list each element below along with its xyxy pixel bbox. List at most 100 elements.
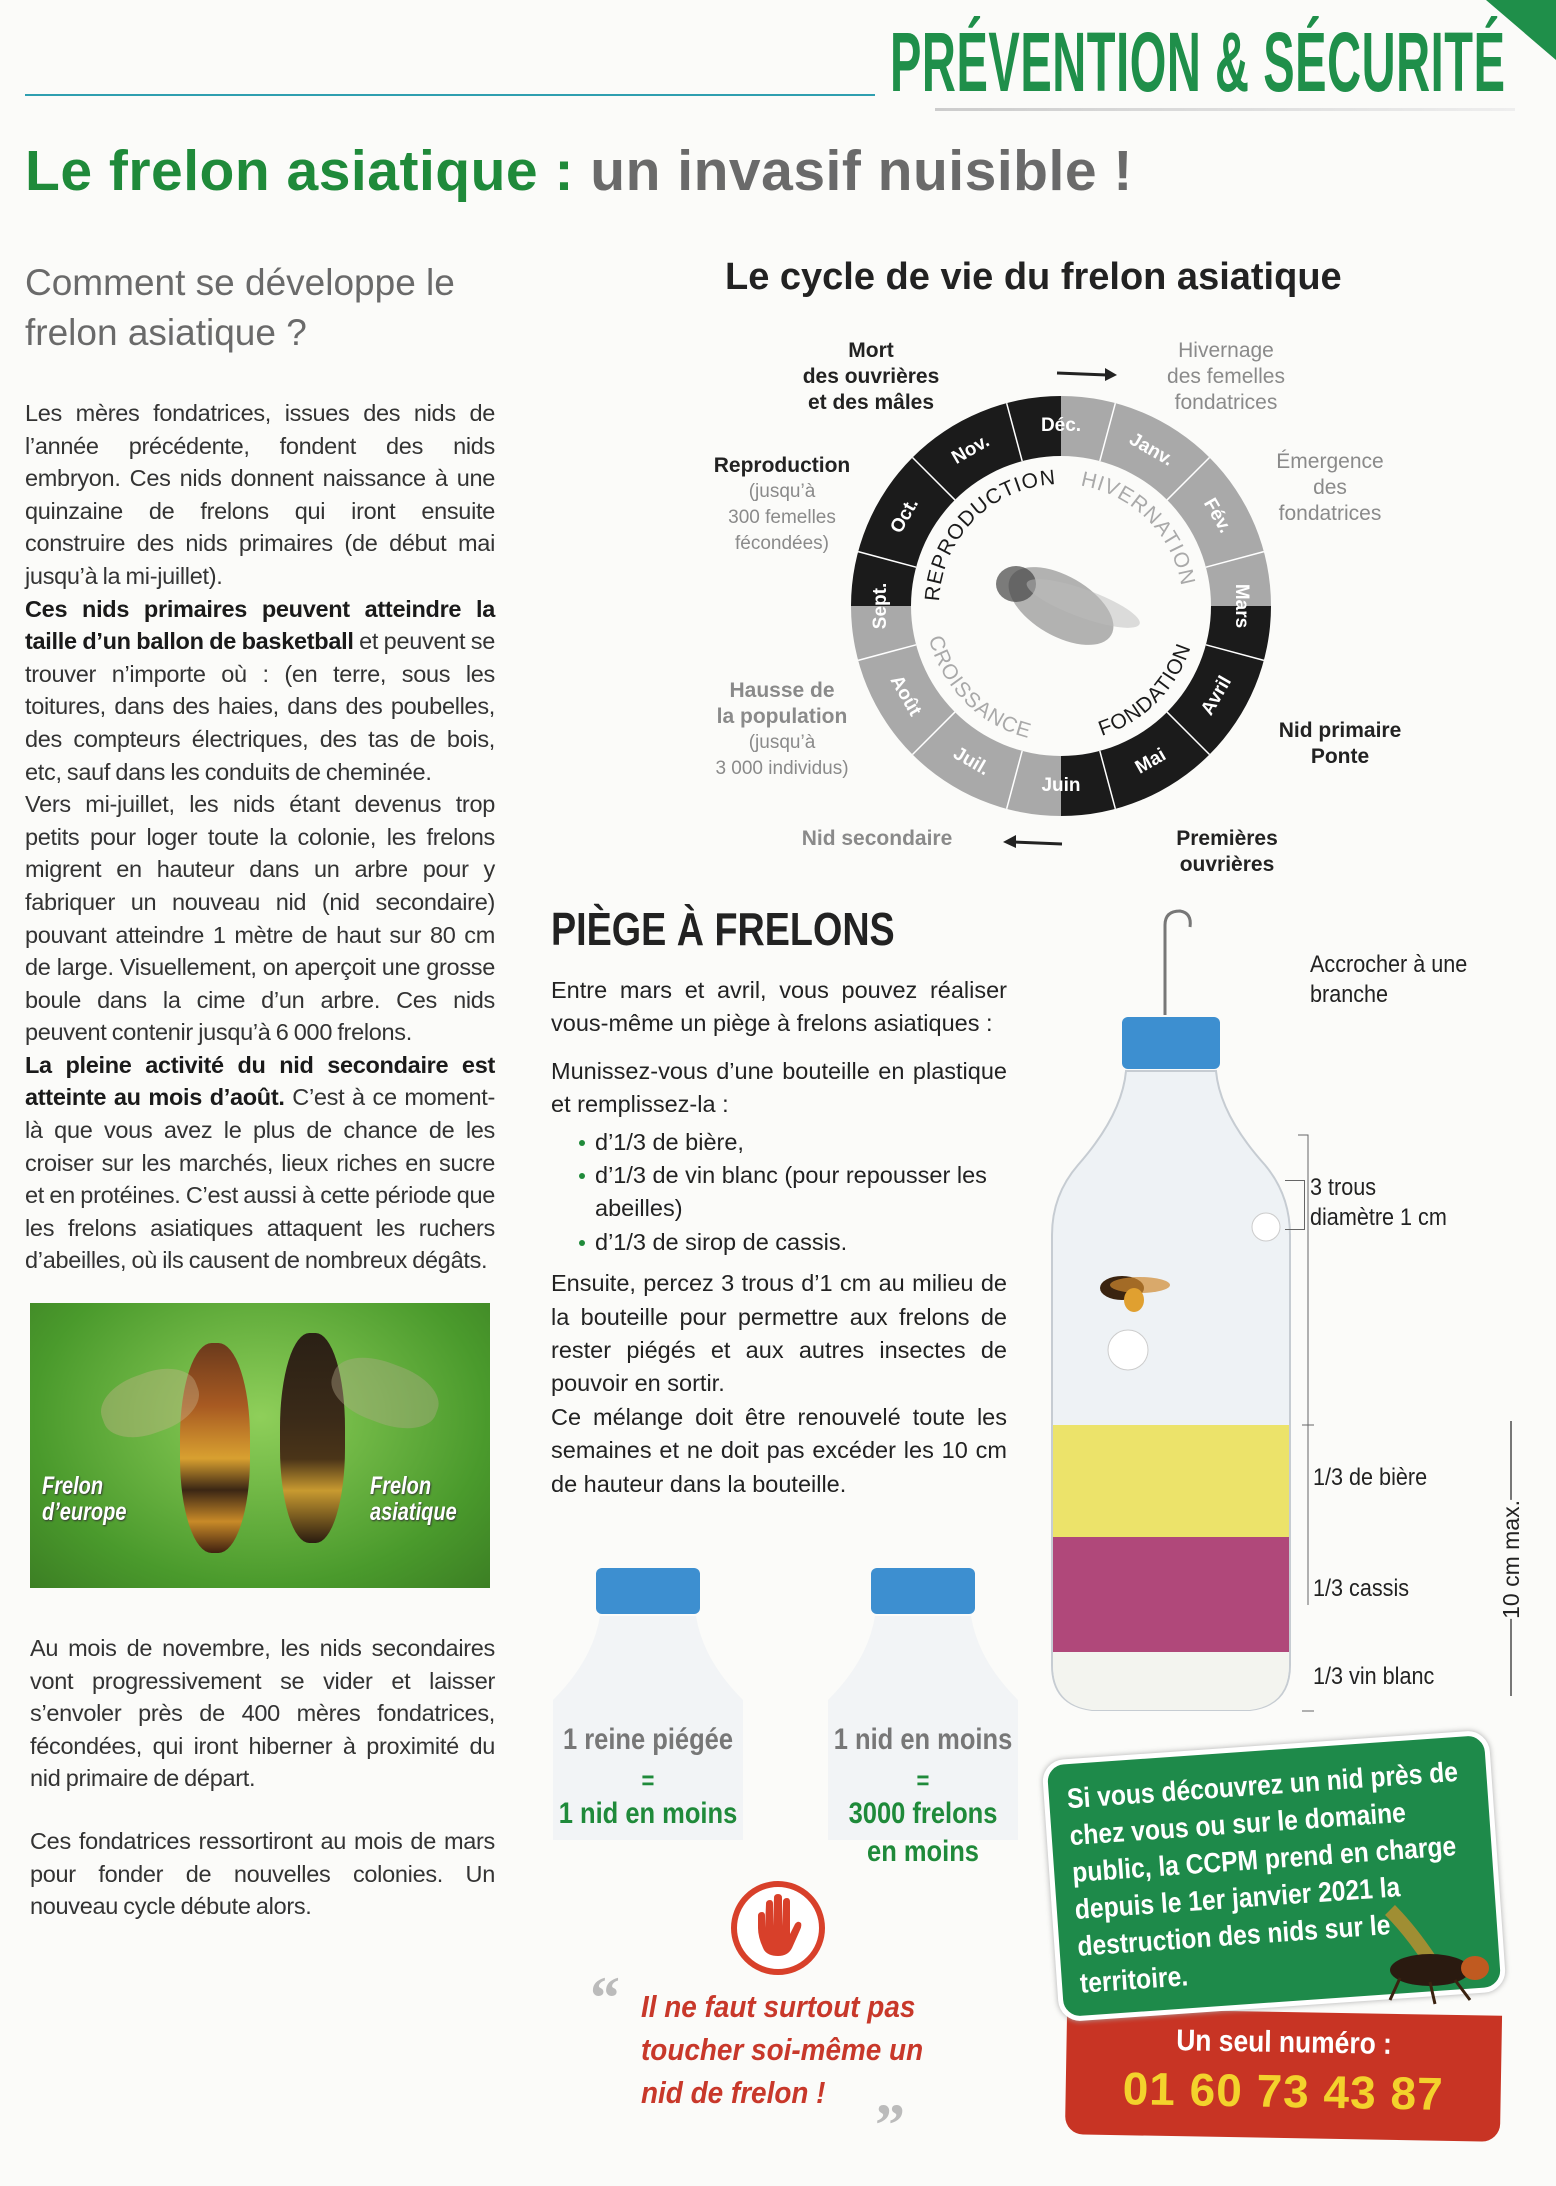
- small-bottle-left: [553, 1568, 743, 1840]
- phone-box: Un seul numéro : 01 60 73 43 87: [1064, 2008, 1503, 2142]
- month-label: Déc.: [1041, 415, 1081, 436]
- arrow-left-icon: [1003, 835, 1063, 848]
- label-max-height: 10 cm max.: [1497, 1500, 1525, 1619]
- month-label: Mars: [1231, 584, 1252, 628]
- bottle-caption-bottom: en moins: [867, 1835, 979, 1868]
- beer-layer: [1053, 1425, 1289, 1537]
- label-nid-secondaire: Nid secondaire: [801, 827, 953, 850]
- title-underline: [935, 108, 1515, 111]
- paragraph: La pleine activité du nid secondaire est…: [25, 1049, 495, 1277]
- wine-layer: [1053, 1652, 1289, 1710]
- quadrant-reproduction: [851, 396, 1061, 606]
- label-hivernage: Hivernage des femelles fondatrices: [1167, 339, 1285, 414]
- bold-text: Ces nids primaires peuvent atteindre la …: [25, 595, 495, 655]
- month-divider: [911, 711, 956, 756]
- trap-intro: Entre mars et avril, vous pouvez réalise…: [551, 977, 1007, 1037]
- quadrant-croissance: [851, 606, 1061, 816]
- label-nid-primaire: Nid primaire Ponte: [1278, 719, 1402, 768]
- list-item: d’1/3 de sirop de cassis.: [579, 1226, 1007, 1259]
- list-item: d’1/3 de vin blanc (pour repousser les a…: [579, 1159, 1007, 1226]
- label-beer: 1/3 de bière: [1313, 1464, 1428, 1491]
- cycle-title: Le cycle de vie du frelon asiatique: [725, 256, 1342, 298]
- quote-close-icon: ”: [875, 2092, 905, 2158]
- bottle-cap: [1122, 1017, 1220, 1069]
- label-european-hornet: Frelon d’europe: [42, 1472, 127, 1527]
- title-green: Le frelon asiatique :: [25, 139, 574, 203]
- paragraph: Ces nids primaires peuvent atteindre la …: [25, 593, 495, 789]
- quote-open-icon: “: [590, 1965, 620, 2031]
- bottle-caption-bottom: 3000 frelons: [848, 1797, 998, 1830]
- quadrant-hivernation: [1061, 396, 1271, 606]
- corner-accent: [1486, 0, 1556, 60]
- trap-bottle-illustration: [1051, 909, 1314, 1712]
- hornet-wing: [1026, 579, 1140, 628]
- holes-bracket: [1285, 1180, 1305, 1230]
- month-label: Sept.: [870, 583, 891, 629]
- life-cycle-wheel: Janv.Fév.MarsAvrilMaiJuinJuil.AoûtSept.O…: [851, 396, 1271, 816]
- bold-text: La pleine activité du nid secondaire est…: [25, 1051, 495, 1111]
- paragraph: Au mois de novembre, les nids secondaire…: [30, 1635, 495, 1792]
- text: C’est à ce moment-là que vous avez le pl…: [25, 1084, 496, 1274]
- month-divider: [1205, 550, 1265, 568]
- header-rule: [25, 94, 875, 96]
- bottle-caption-top: 1 nid en moins: [833, 1723, 1013, 1756]
- label-mort: Mort des ouvrières et des mâles: [802, 339, 940, 414]
- small-bottle-right: [828, 1568, 1018, 1840]
- month-divider: [1005, 402, 1023, 462]
- section-title: PRÉVENTION & SÉCURITÉ: [890, 15, 1506, 109]
- article-body: Les mères fondatrices, issues des nids d…: [25, 397, 495, 1277]
- arrow-right-icon: [1056, 368, 1117, 381]
- label-reproduction: Reproduction (jusqu’à 300 femelles fécondée…: [713, 454, 851, 554]
- label-white-wine: 1/3 vin blanc: [1313, 1663, 1435, 1690]
- phone-number[interactable]: 01 60 73 43 87: [1122, 2062, 1445, 2120]
- label-asian-hornet: Frelon asiatique: [370, 1472, 457, 1527]
- hornet-head: [996, 566, 1036, 602]
- ingredient-list: d’1/3 de bière, d’1/3 de vin blanc (pour…: [579, 1126, 1007, 1260]
- list-item: d’1/3 de bière,: [579, 1126, 1007, 1159]
- month-divider: [1166, 711, 1211, 756]
- hornet-icon: [1100, 1276, 1170, 1312]
- page-title: Le frelon asiatique : un invasif nuisibl…: [25, 138, 1133, 204]
- label-cassis: 1/3 cassis: [1313, 1575, 1410, 1602]
- phone-label: Un seul numéro :: [1175, 2024, 1393, 2061]
- bottle-caption-bottom: 1 nid en moins: [558, 1797, 738, 1830]
- month-divider: [1166, 456, 1211, 501]
- month-divider: [857, 550, 917, 568]
- text: et peuvent se trouver n’importe où : (en…: [25, 628, 495, 785]
- european-hornet-image: [180, 1343, 250, 1554]
- info-line: territoire.: [1078, 1960, 1190, 1999]
- hornet-icon: [1385, 1905, 1489, 2005]
- stop-hand-icon: [731, 1881, 825, 1975]
- month-divider: [1005, 750, 1023, 810]
- trap-step: Ce mélange doit être renouvelé toute les…: [551, 1403, 1007, 1497]
- left-column: Les mères fondatrices, issues des nids d…: [25, 397, 495, 1923]
- equals: =: [641, 1765, 655, 1795]
- month-divider: [911, 456, 956, 501]
- paragraph: Ces fondatrices ressortiront au mois de …: [30, 1828, 495, 1920]
- label-hausse: Hausse de la population (jusqu’à 3 000 indi…: [715, 679, 849, 779]
- equals: =: [916, 1765, 930, 1795]
- warning-quote: Il ne faut surtout pas toucher soi-même u…: [641, 1989, 924, 2110]
- month-label: Juin: [1041, 775, 1080, 796]
- quadrant-fondation: [1061, 606, 1271, 816]
- trap-title: PIÈGE À FRELONS: [551, 903, 895, 955]
- trap-instructions: Entre mars et avril, vous pouvez réalise…: [551, 974, 1007, 1501]
- label-hook: Accrocher à une branche: [1310, 951, 1468, 1008]
- label-holes: 3 trous diamètre 1 cm: [1310, 1174, 1447, 1231]
- month-divider: [1099, 402, 1117, 462]
- article-subtitle: Comment se développe le frelon asiatique…: [25, 262, 455, 353]
- month-divider: [1205, 644, 1265, 662]
- trap-step: Ensuite, percez 3 trous d’1 cm au milieu…: [551, 1270, 1007, 1397]
- hornet-comparison-photo: Frelon d’europe Frelon asiatique: [30, 1303, 490, 1589]
- paragraph: Les mères fondatrices, issues des nids d…: [25, 400, 495, 589]
- label-emergence: Émergence des fondatrices: [1276, 450, 1384, 525]
- asian-hornet-image: [280, 1333, 345, 1544]
- month-divider: [1099, 750, 1117, 810]
- title-gray: un invasif nuisible !: [573, 139, 1133, 203]
- label-premieres-ouvrieres: Premières ouvrières: [1176, 827, 1278, 876]
- bottle-caption-top: 1 reine piégée: [562, 1723, 734, 1756]
- cassis-layer: [1053, 1537, 1289, 1652]
- hook-icon: [1163, 909, 1192, 1015]
- trap-step: Munissez-vous d’une bouteille en plastiq…: [551, 1057, 1007, 1118]
- month-divider: [857, 644, 917, 662]
